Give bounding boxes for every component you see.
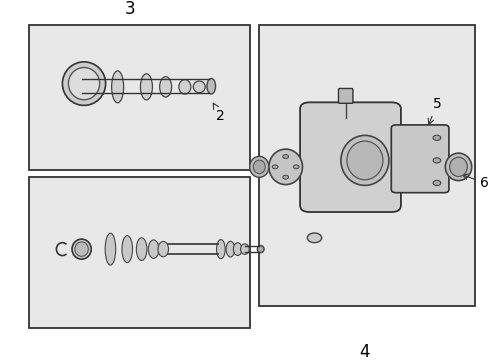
Text: 6: 6: [461, 174, 488, 190]
Circle shape: [432, 180, 440, 185]
Ellipse shape: [240, 244, 249, 255]
Ellipse shape: [216, 239, 224, 259]
Ellipse shape: [62, 62, 105, 105]
FancyBboxPatch shape: [259, 25, 474, 306]
FancyBboxPatch shape: [390, 125, 448, 193]
FancyBboxPatch shape: [29, 176, 249, 328]
Ellipse shape: [257, 246, 264, 253]
Ellipse shape: [340, 135, 388, 185]
Text: 5: 5: [427, 97, 440, 125]
FancyBboxPatch shape: [338, 89, 352, 103]
Circle shape: [432, 158, 440, 163]
Text: 4: 4: [359, 343, 369, 360]
Ellipse shape: [111, 71, 123, 103]
Ellipse shape: [233, 243, 242, 256]
Ellipse shape: [75, 242, 88, 256]
Ellipse shape: [193, 81, 205, 93]
Ellipse shape: [253, 160, 264, 174]
Text: 2: 2: [213, 103, 225, 123]
Ellipse shape: [158, 242, 168, 257]
Circle shape: [293, 165, 299, 169]
Circle shape: [282, 175, 288, 179]
Ellipse shape: [105, 233, 116, 265]
FancyBboxPatch shape: [300, 102, 400, 212]
FancyBboxPatch shape: [29, 25, 249, 170]
Ellipse shape: [445, 153, 471, 181]
Ellipse shape: [68, 67, 100, 100]
Ellipse shape: [179, 80, 190, 94]
Circle shape: [432, 135, 440, 140]
Ellipse shape: [225, 241, 234, 257]
Ellipse shape: [140, 74, 152, 100]
Ellipse shape: [148, 240, 159, 258]
Ellipse shape: [122, 236, 132, 262]
Ellipse shape: [249, 156, 268, 177]
Ellipse shape: [268, 149, 302, 185]
Circle shape: [272, 165, 277, 169]
Circle shape: [306, 233, 321, 243]
Ellipse shape: [206, 78, 215, 94]
Ellipse shape: [159, 77, 171, 97]
Ellipse shape: [136, 238, 146, 261]
Ellipse shape: [72, 239, 91, 259]
Circle shape: [282, 154, 288, 158]
Ellipse shape: [346, 141, 382, 180]
Ellipse shape: [449, 157, 467, 176]
Text: 3: 3: [124, 0, 135, 18]
Text: 1: 1: [379, 164, 389, 182]
